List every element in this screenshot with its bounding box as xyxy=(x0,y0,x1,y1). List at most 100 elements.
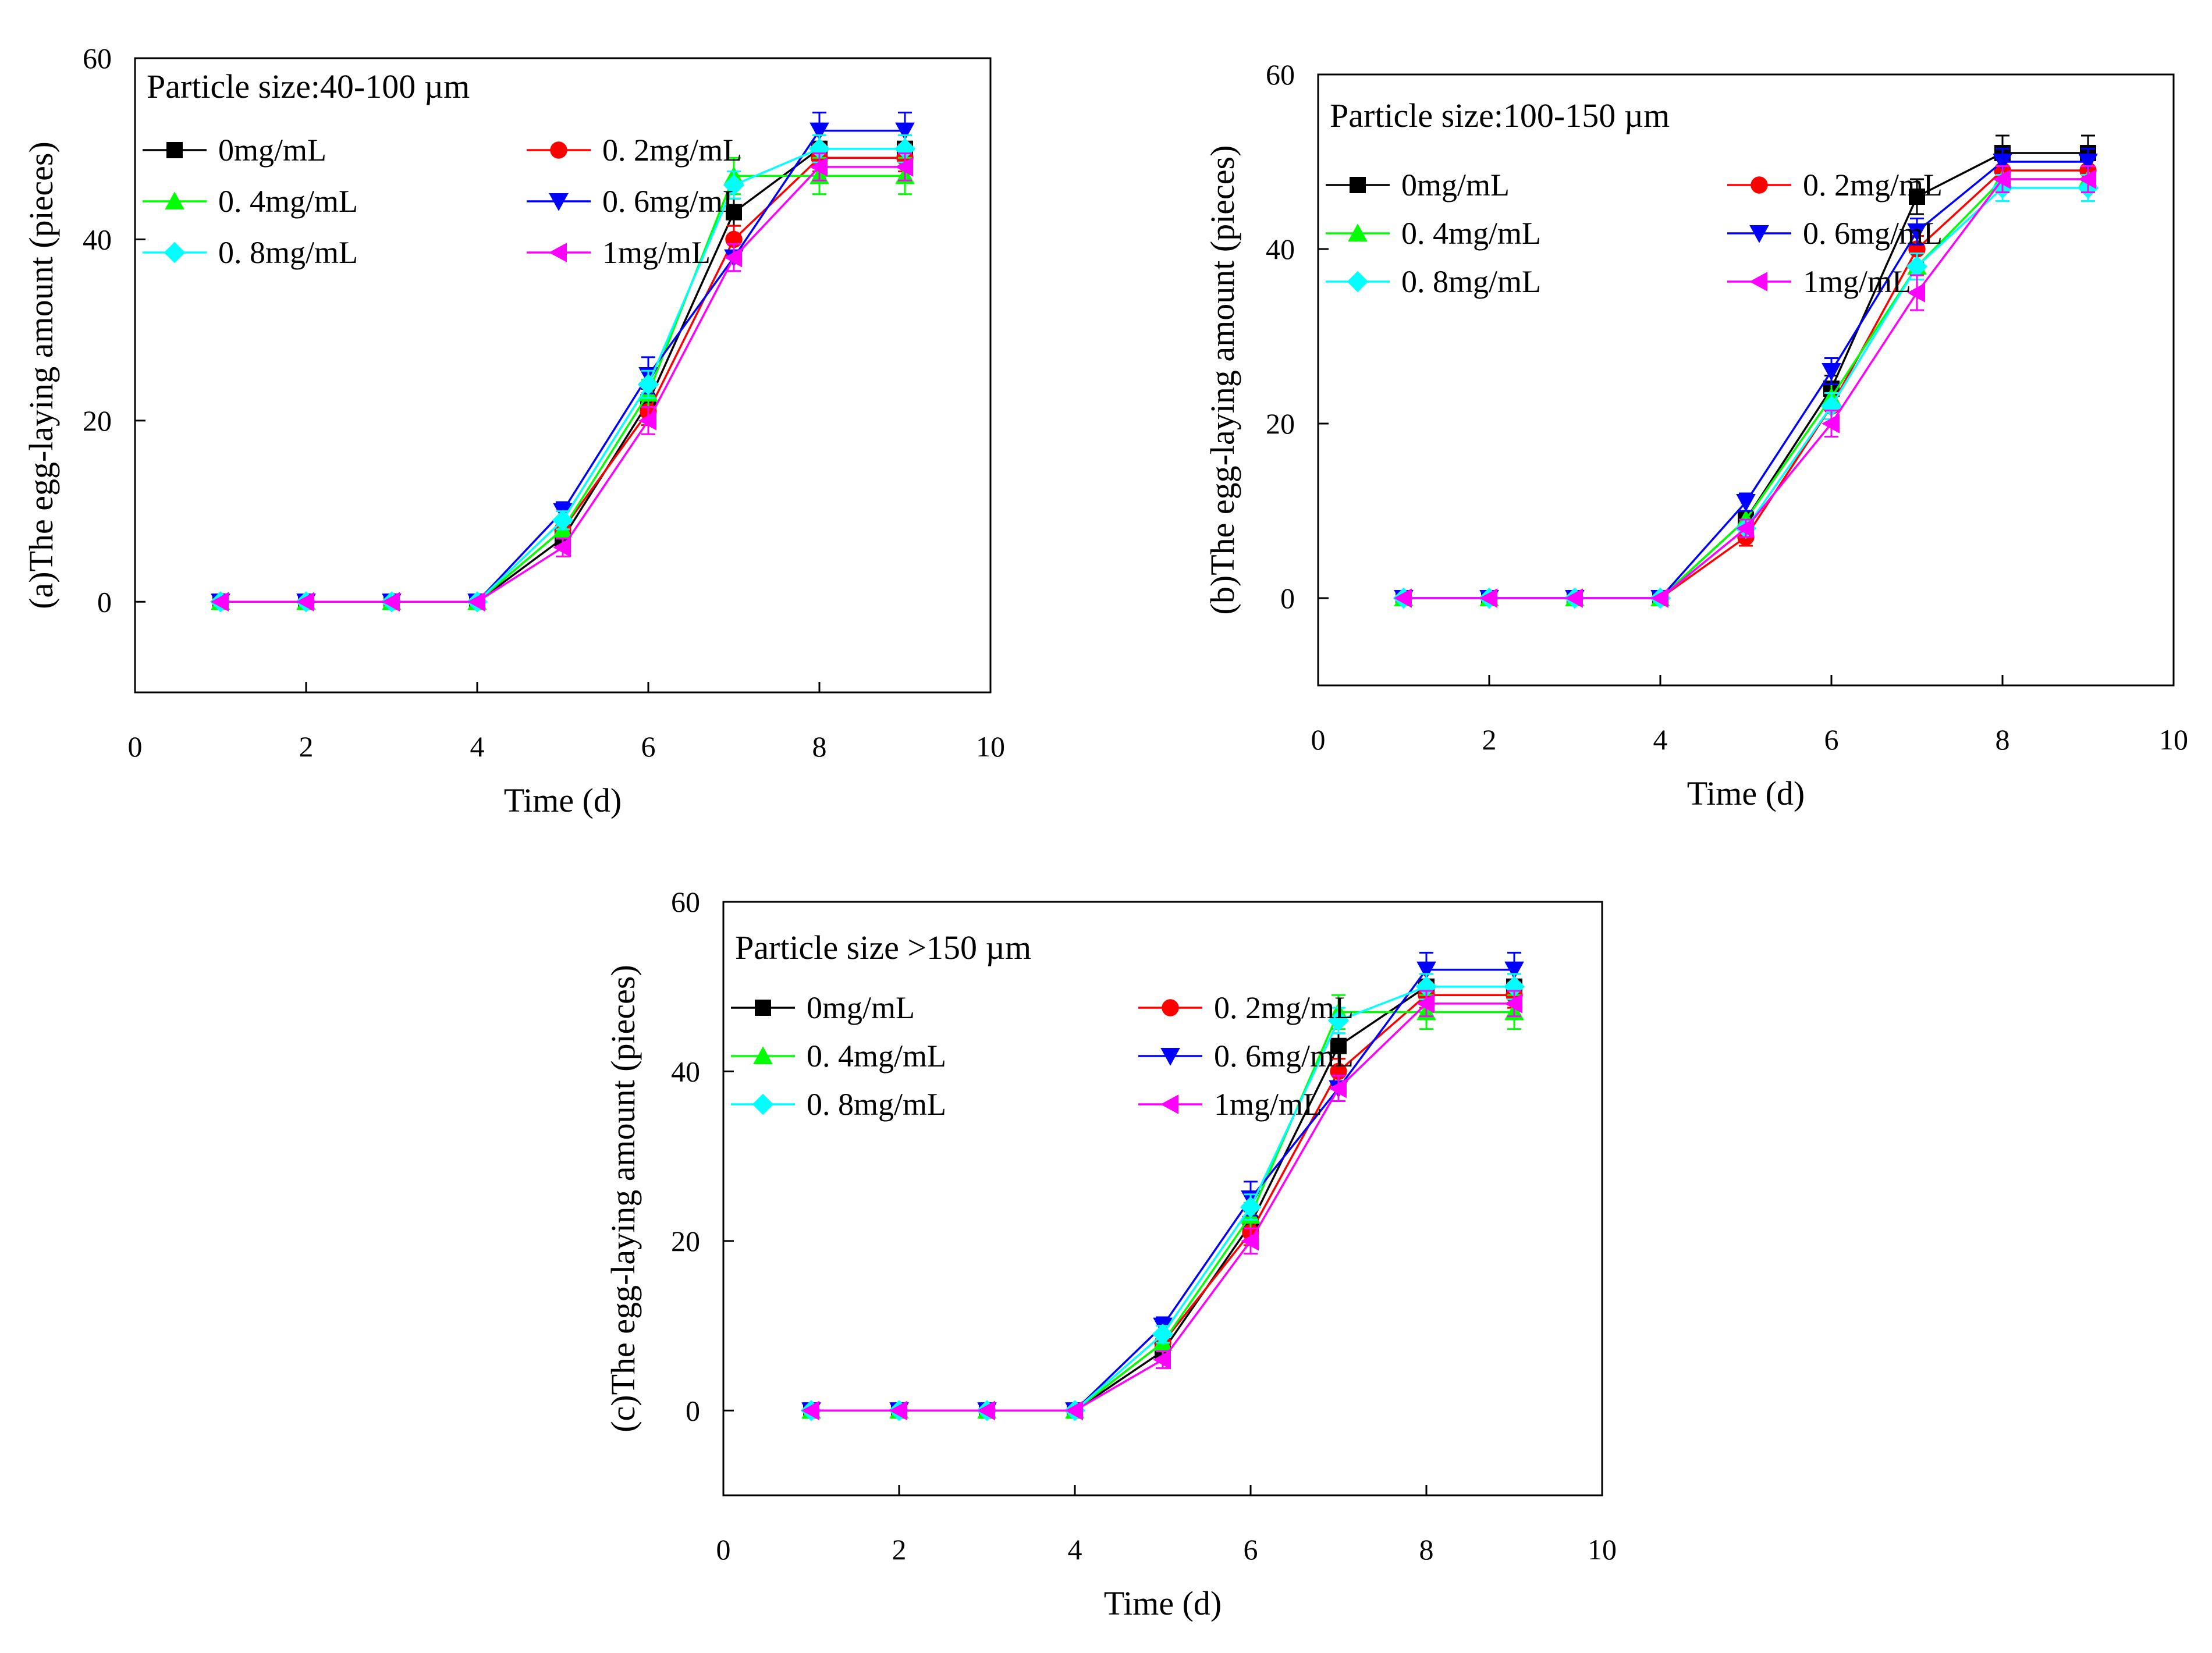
data-point xyxy=(1820,395,1842,417)
legend-marker xyxy=(550,141,567,159)
chart-panel-c: 0 2 4 6 8 10 0 20 40 60 Time (d) (c)The egg-laying … xyxy=(604,886,1617,1622)
data-point xyxy=(1565,588,1583,608)
legend-label: 0. 6mg/mL xyxy=(1803,216,1943,251)
data-point xyxy=(296,592,314,612)
legend: 0mg/mL 0. 2mg/mL 0. 4mg/mL 0. 6mg/mL 0. 8mg/… xyxy=(731,990,1354,1122)
data-point xyxy=(1394,588,1412,608)
data-point xyxy=(726,204,742,221)
x-tick-label: 0 xyxy=(1311,723,1326,756)
y-tick-label: 40 xyxy=(83,223,112,255)
legend-marker xyxy=(755,1000,771,1016)
data-point xyxy=(552,509,574,531)
y-tick-label: 20 xyxy=(83,404,112,437)
x-tick-label: 4 xyxy=(470,730,485,763)
x-axis-title: Time (d) xyxy=(504,781,622,819)
y-tick-label: 60 xyxy=(83,42,112,74)
data-point xyxy=(809,122,829,141)
x-tick-label: 8 xyxy=(1996,723,2010,756)
chart-panel-b: 0 2 4 6 8 10 0 20 40 60 Time (d) (b)The egg-laying … xyxy=(1203,58,2188,812)
data-point xyxy=(1650,588,1668,608)
legend: 0mg/mL 0. 2mg/mL 0. 4mg/mL 0. 6mg/mL 0. 8mg/… xyxy=(1326,168,1943,299)
data-point xyxy=(1993,169,2011,189)
data-point xyxy=(1241,1231,1259,1251)
y-tick-label: 0 xyxy=(1280,582,1295,614)
data-point xyxy=(638,411,656,431)
x-tick-label: 6 xyxy=(1244,1533,1258,1566)
legend-label: 1mg/mL xyxy=(602,235,711,270)
x-tick-label: 2 xyxy=(299,730,314,763)
data-point xyxy=(1822,363,1841,381)
data-point xyxy=(1907,223,1927,241)
legend-marker xyxy=(1350,177,1366,193)
legend-label: 0. 6mg/mL xyxy=(1214,1039,1354,1073)
legend-label: 0. 8mg/mL xyxy=(1401,264,1541,299)
legend-marker xyxy=(1160,1094,1178,1114)
legend-label: 0mg/mL xyxy=(1401,168,1510,202)
legend-marker xyxy=(1162,999,1179,1016)
legend-label: 0. 8mg/mL xyxy=(218,235,358,270)
legend-label: 0. 4mg/mL xyxy=(1401,216,1541,251)
y-tick-label: 20 xyxy=(671,1225,700,1257)
plot-frame xyxy=(1317,73,2175,687)
data-point xyxy=(1330,1037,1347,1054)
legend-marker xyxy=(1160,1048,1180,1066)
data-point xyxy=(637,374,659,395)
data-point xyxy=(1736,494,1756,512)
y-axis-title: (a)The egg-laying amount (pieces) xyxy=(22,141,60,609)
x-tick-label: 8 xyxy=(812,730,827,763)
x-tick-label: 6 xyxy=(1824,723,1839,756)
legend-marker xyxy=(166,142,183,158)
data-point xyxy=(1065,1400,1083,1421)
x-tick-label: 10 xyxy=(976,730,1005,763)
legend-marker xyxy=(1749,272,1767,292)
data-point xyxy=(1153,1350,1171,1370)
data-point xyxy=(809,157,828,177)
legend-marker xyxy=(165,191,184,209)
y-tick-label: 60 xyxy=(671,886,700,918)
series-1mg/mL xyxy=(801,990,1522,1421)
legend-marker xyxy=(1347,271,1369,293)
legend-marker xyxy=(1749,225,1769,243)
data-point xyxy=(1416,994,1435,1014)
legend-marker xyxy=(549,243,567,262)
data-point xyxy=(1906,255,1928,278)
legend-label: 0. 2mg/mL xyxy=(1214,990,1354,1025)
chart-panel-a: 0 2 4 6 8 10 0 20 40 60 Time (d) (a)The egg-laying … xyxy=(22,42,1005,819)
plot-frame xyxy=(722,901,1603,1496)
data-point xyxy=(1993,154,2012,172)
data-point xyxy=(2078,169,2096,189)
y-tick-label: 0 xyxy=(97,585,112,618)
legend-label: 0mg/mL xyxy=(218,133,326,168)
panel-title: Particle size:100-150 µm xyxy=(1330,97,1670,134)
data-point xyxy=(2078,154,2098,172)
data-point xyxy=(1909,189,1925,205)
data-point xyxy=(1329,1078,1347,1099)
legend-label: 0. 2mg/mL xyxy=(1803,168,1943,202)
panel-title: Particle size >150 µm xyxy=(735,929,1031,966)
legend-label: 0. 4mg/mL xyxy=(218,184,358,219)
data-point xyxy=(382,592,400,612)
x-tick-label: 4 xyxy=(1068,1533,1082,1566)
data-point xyxy=(889,1400,907,1421)
data-point xyxy=(553,538,571,557)
x-tick-label: 6 xyxy=(641,730,656,763)
data-point xyxy=(895,157,913,177)
x-tick-label: 2 xyxy=(1482,723,1497,756)
legend-marker xyxy=(752,1093,774,1115)
panel-title: Particle size:40-100 µm xyxy=(147,67,470,105)
data-point xyxy=(801,1400,819,1421)
y-tick-label: 20 xyxy=(1266,407,1295,440)
legend-label: 1mg/mL xyxy=(1803,264,1911,299)
data-point xyxy=(1327,1009,1350,1032)
series-1mg/mL xyxy=(211,152,913,612)
legend-label: 0. 4mg/mL xyxy=(807,1039,946,1073)
data-point xyxy=(1240,1196,1262,1218)
series-1mg/mL xyxy=(1394,165,2096,608)
data-point xyxy=(724,247,742,268)
plot-frame xyxy=(134,57,992,694)
legend-label: 0mg/mL xyxy=(807,990,915,1025)
x-tick-label: 0 xyxy=(128,730,143,763)
data-point xyxy=(1415,976,1437,997)
data-point xyxy=(1504,994,1522,1014)
